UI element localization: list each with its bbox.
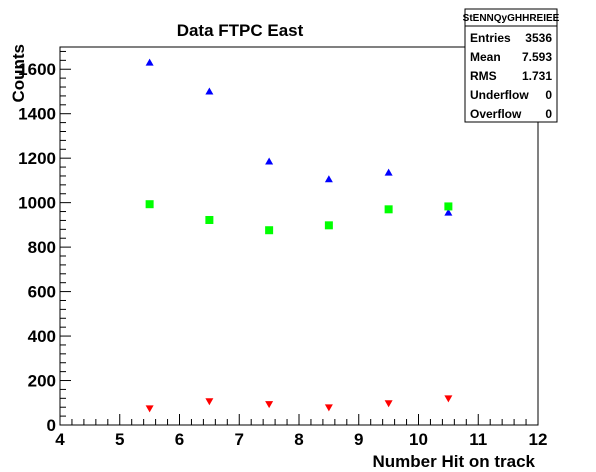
stats-row-value: 1.731 bbox=[522, 69, 552, 83]
data-point-triangle-up bbox=[444, 208, 453, 216]
data-point-triangle-down bbox=[384, 400, 393, 408]
data-point-triangle-down bbox=[205, 398, 214, 406]
stats-row-label: Overflow bbox=[470, 107, 522, 121]
x-tick-label: 10 bbox=[409, 430, 428, 449]
stats-row-label: Mean bbox=[470, 50, 501, 64]
data-point-triangle-up bbox=[265, 157, 274, 165]
y-tick-label: 1600 bbox=[18, 60, 56, 79]
x-axis-title: Number Hit on track bbox=[373, 452, 536, 471]
data-point-triangle-down bbox=[265, 401, 274, 409]
stats-row-value: 3536 bbox=[525, 31, 552, 45]
x-tick-label: 4 bbox=[55, 430, 65, 449]
data-point-triangle-up bbox=[324, 175, 333, 183]
stats-row-label: RMS bbox=[470, 69, 497, 83]
x-tick-label: 9 bbox=[354, 430, 363, 449]
y-tick-label: 800 bbox=[28, 238, 56, 257]
data-point-triangle-up bbox=[145, 58, 154, 66]
y-tick-label: 1200 bbox=[18, 149, 56, 168]
markers bbox=[145, 58, 453, 413]
stats-row-value: 0 bbox=[545, 88, 552, 102]
stats-row-value: 7.593 bbox=[522, 50, 552, 64]
stats-box-frame bbox=[464, 8, 558, 123]
y-tick-label: 0 bbox=[47, 416, 56, 435]
stats-box-header: StENNQyGHHREIEE bbox=[463, 13, 560, 24]
data-point-triangle-up bbox=[205, 87, 214, 95]
x-tick-label: 8 bbox=[294, 430, 303, 449]
y-tick-label: 400 bbox=[28, 327, 56, 346]
x-tick-label: 11 bbox=[469, 430, 487, 449]
data-point-triangle-up bbox=[384, 168, 393, 176]
data-point-square bbox=[145, 200, 154, 209]
stats-row-value: 0 bbox=[545, 107, 552, 121]
data-point-square bbox=[205, 215, 214, 224]
x-tick-label: 12 bbox=[529, 430, 548, 449]
y-tick-label: 1000 bbox=[18, 194, 56, 213]
axes: 4 5 6 7 8 9 10 11 12 0 200 400 600 800 1000 1200 1400 160… bbox=[18, 50, 548, 449]
data-point-square bbox=[265, 226, 274, 235]
data-point-square bbox=[324, 221, 333, 230]
stats-row-label: Underflow bbox=[470, 88, 529, 102]
stats-box-rows: Entries 3536 Mean 7.593 RMS 1.731 Underflow 0 Ov… bbox=[470, 31, 552, 121]
data-point-triangle-down bbox=[145, 405, 154, 413]
y-tick-label: 600 bbox=[28, 283, 56, 302]
chart-title: Data FTPC East bbox=[177, 21, 304, 40]
y-tick-label: 1400 bbox=[18, 105, 56, 124]
y-axis-title: Counts bbox=[9, 44, 28, 103]
x-tick-label: 7 bbox=[235, 430, 244, 449]
data-point-triangle-down bbox=[444, 395, 453, 403]
data-point-square bbox=[444, 202, 453, 211]
y-tick-label: 200 bbox=[28, 372, 56, 391]
x-tick-label: 6 bbox=[175, 430, 184, 449]
data-point-triangle-down bbox=[324, 404, 333, 412]
data-point-square bbox=[384, 205, 393, 214]
stats-row-label: Entries bbox=[470, 31, 511, 45]
stats-box: StENNQyGHHREIEE Entries 3536 Mean 7.593 RMS 1… bbox=[463, 8, 560, 123]
x-tick-label: 5 bbox=[115, 430, 124, 449]
